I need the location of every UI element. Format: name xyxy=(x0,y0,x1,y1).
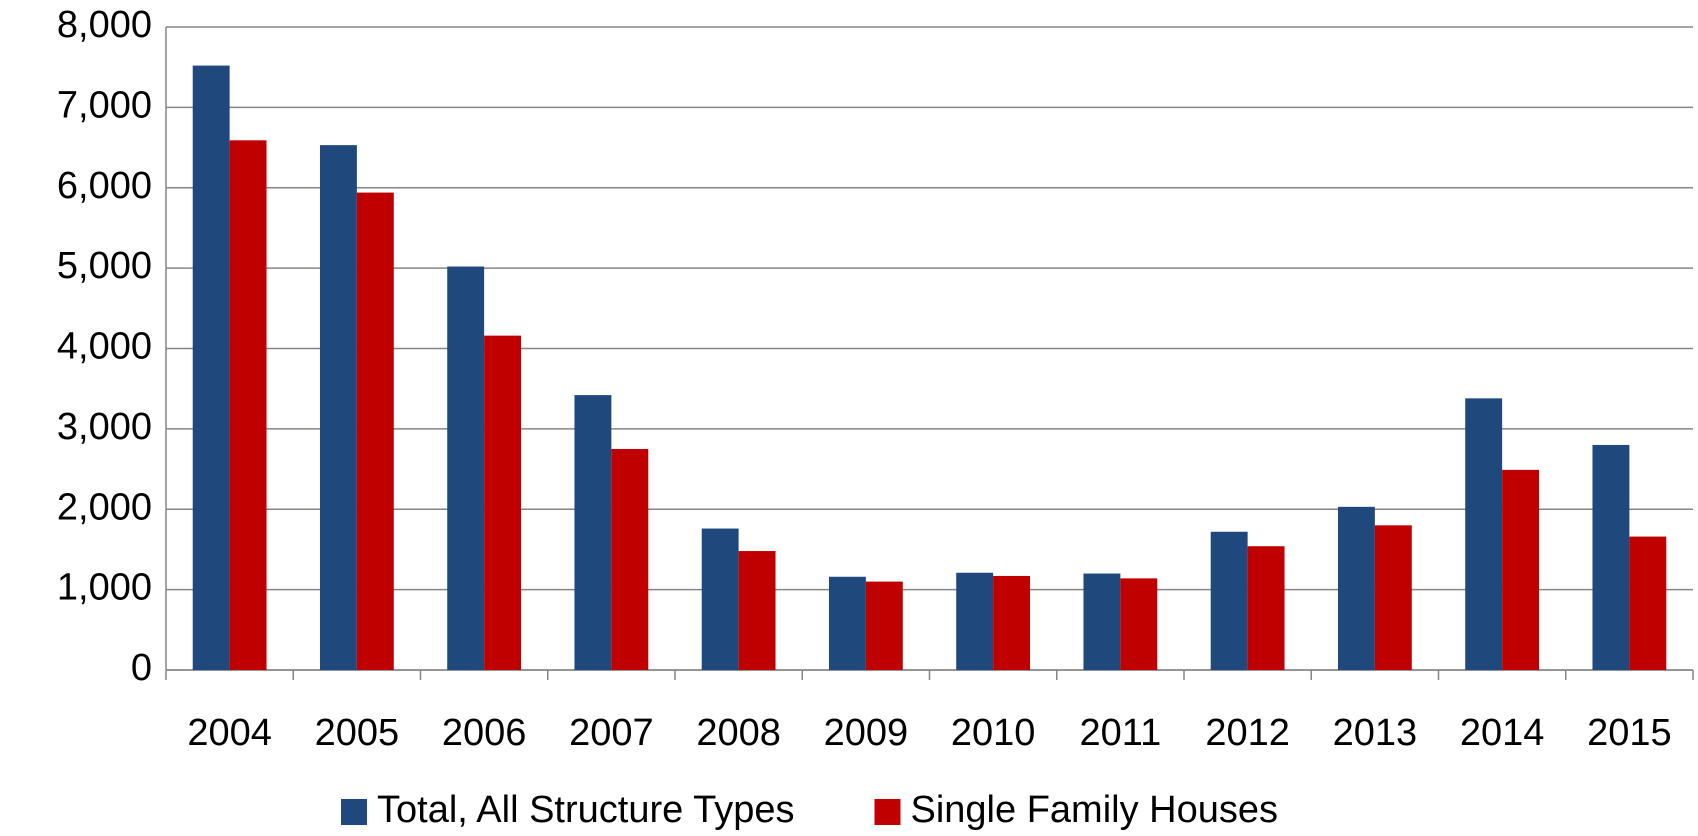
y-tick-label: 0 xyxy=(131,647,152,689)
bar xyxy=(1247,546,1285,670)
bar xyxy=(1629,536,1667,670)
y-tick-label: 7,000 xyxy=(57,84,152,126)
bar xyxy=(865,581,903,670)
bar xyxy=(1502,469,1540,670)
y-tick-label: 4,000 xyxy=(57,326,152,368)
legend-label: Single Family Houses xyxy=(911,789,1278,831)
y-tick-label: 6,000 xyxy=(57,165,152,207)
bar xyxy=(828,576,866,670)
bar xyxy=(447,266,485,670)
bar xyxy=(1374,525,1412,670)
bar xyxy=(484,335,522,670)
legend-label: Total, All Structure Types xyxy=(377,789,795,831)
bar xyxy=(1592,444,1630,670)
x-tick-label: 2009 xyxy=(824,712,909,754)
bar xyxy=(611,448,649,670)
y-tick-label: 3,000 xyxy=(57,406,152,448)
bar xyxy=(701,528,739,670)
bar xyxy=(738,551,776,670)
y-tick-label: 1,000 xyxy=(57,567,152,609)
y-tick-label: 5,000 xyxy=(57,245,152,287)
bar xyxy=(1337,506,1375,670)
bar xyxy=(1120,578,1158,670)
bar xyxy=(319,145,357,670)
bar xyxy=(956,572,994,670)
x-tick-label: 2013 xyxy=(1333,712,1418,754)
x-tick-label: 2008 xyxy=(696,712,781,754)
bar xyxy=(229,140,267,671)
y-tick-label: 8,000 xyxy=(57,4,152,46)
bar xyxy=(574,395,612,670)
bar xyxy=(1210,531,1248,670)
x-tick-label: 2010 xyxy=(951,712,1036,754)
legend-swatch xyxy=(874,799,901,825)
x-tick-label: 2014 xyxy=(1460,712,1545,754)
bar xyxy=(356,192,394,670)
y-tick-label: 2,000 xyxy=(57,486,152,528)
bar xyxy=(192,65,230,670)
legend-swatch xyxy=(341,799,367,825)
x-tick-label: 2005 xyxy=(315,712,400,754)
x-tick-label: 2007 xyxy=(569,712,654,754)
bar xyxy=(1083,573,1121,670)
bar xyxy=(1465,398,1503,670)
bar xyxy=(993,575,1031,670)
x-tick-label: 2012 xyxy=(1205,712,1290,754)
x-tick-label: 2015 xyxy=(1587,712,1672,754)
x-tick-label: 2006 xyxy=(442,712,527,754)
x-tick-label: 2011 xyxy=(1080,712,1162,754)
x-tick-label: 2004 xyxy=(187,712,272,754)
